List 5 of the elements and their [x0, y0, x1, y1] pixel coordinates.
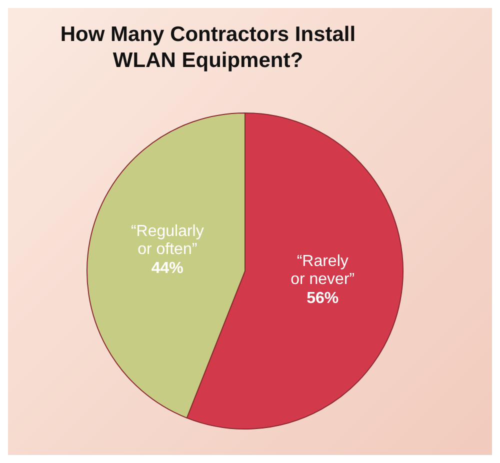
slice-label: “Rarely or never” — [290, 252, 355, 288]
data-label: 56% — [306, 290, 339, 307]
data-label: 44% — [151, 260, 184, 278]
slice-label: “Regularly or often” — [130, 223, 204, 258]
chart-title: How Many Contractors Install WLAN Equipment? — [59, 22, 357, 74]
